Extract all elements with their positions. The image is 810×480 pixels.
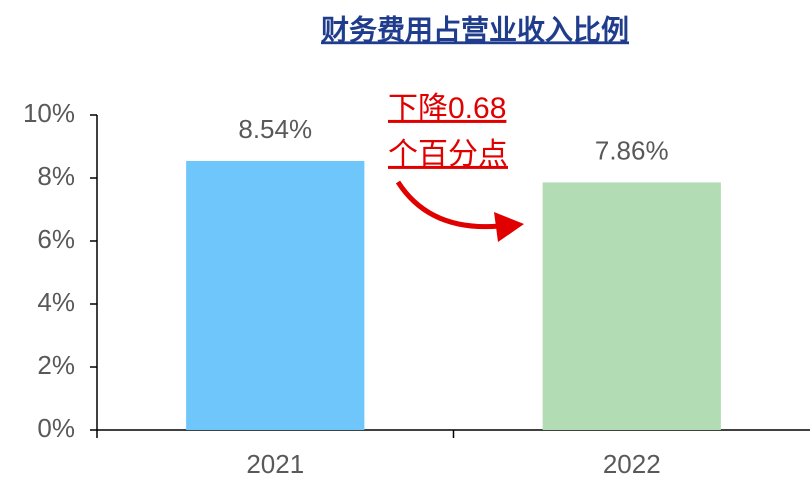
annotation-arrow (395, 180, 501, 230)
annotation: 个百分点 (388, 138, 508, 171)
y-tick-label: 10% (23, 98, 75, 128)
x-tick-label: 2022 (603, 449, 661, 479)
chart-title: 财务费用占营业收入比例 (321, 14, 629, 45)
x-tick-label: 2021 (246, 449, 304, 479)
value-label: 8.54% (238, 114, 312, 144)
y-tick-label: 6% (37, 224, 75, 254)
y-tick-label: 0% (37, 413, 75, 443)
y-tick-label: 4% (37, 287, 75, 317)
y-tick-label: 2% (37, 350, 75, 380)
annotation: 下降0.68 (388, 92, 506, 125)
value-label: 7.86% (595, 135, 669, 165)
y-tick-label: 8% (37, 161, 75, 191)
bar (186, 160, 365, 431)
annotation-arrowhead (494, 212, 524, 242)
bar (542, 182, 721, 430)
